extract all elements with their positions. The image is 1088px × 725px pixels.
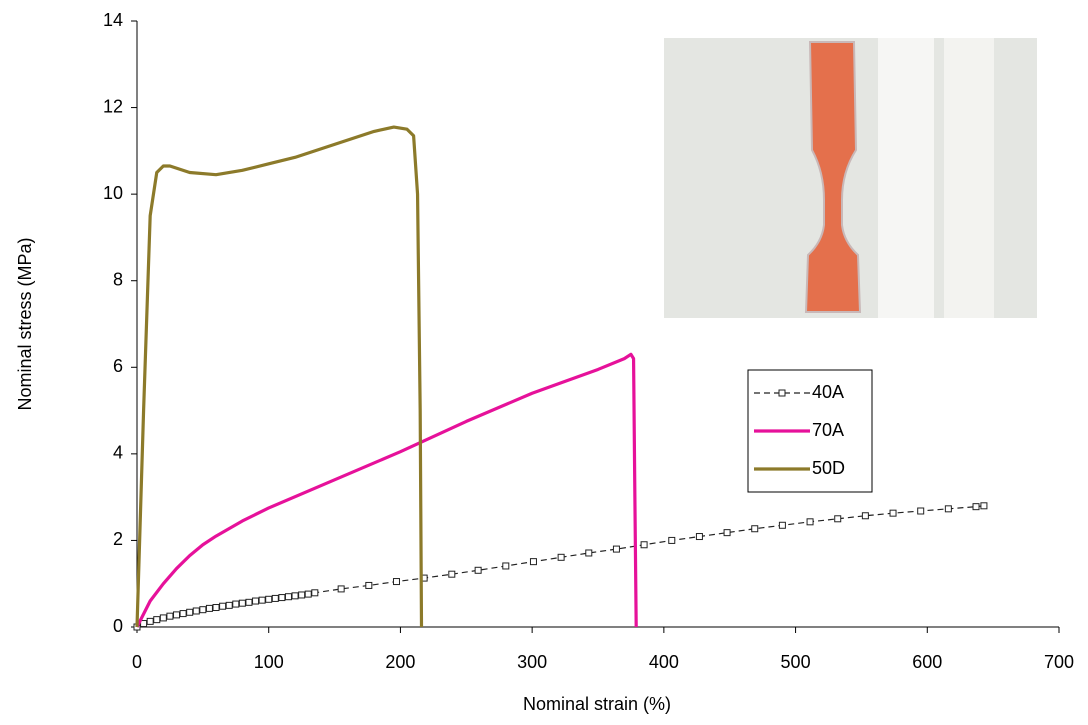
data-point (192, 607, 200, 615)
y-axis-label: Nominal stress (MPa) (15, 237, 35, 410)
y-tick-label: 14 (103, 10, 123, 30)
legend-label: 50D (812, 458, 845, 478)
data-point (271, 594, 279, 602)
data-point (298, 591, 306, 599)
data-point (179, 610, 187, 618)
data-point (474, 566, 482, 574)
data-point (972, 503, 980, 511)
data-point (140, 620, 148, 628)
data-point (284, 593, 292, 601)
series-line (136, 505, 984, 628)
data-point (778, 521, 786, 529)
y-tick-label: 4 (113, 443, 123, 463)
x-tick-label: 600 (912, 652, 942, 672)
data-point (225, 601, 233, 609)
data-point (199, 606, 207, 614)
data-point (917, 507, 925, 515)
data-point (159, 614, 167, 622)
y-tick-label: 6 (113, 356, 123, 376)
data-point (278, 594, 286, 602)
data-point (205, 604, 213, 612)
data-point (640, 541, 648, 549)
data-point (861, 512, 869, 520)
series-line (135, 352, 638, 628)
data-point (212, 604, 220, 612)
x-axis-label: Nominal strain (%) (523, 694, 671, 714)
data-point (612, 545, 620, 553)
data-point (695, 533, 703, 541)
data-point (166, 612, 174, 620)
y-tick-label: 2 (113, 529, 123, 549)
x-tick-label: 200 (385, 652, 415, 672)
data-point (291, 592, 299, 600)
data-point (806, 518, 814, 526)
data-point (311, 589, 319, 597)
data-point (557, 553, 565, 561)
data-point (889, 509, 897, 517)
data-point (265, 595, 273, 603)
data-point (173, 611, 181, 619)
data-point (365, 581, 373, 589)
legend-marker (778, 389, 786, 397)
x-tick-label: 400 (649, 652, 679, 672)
ruler (944, 38, 994, 318)
data-point (219, 602, 227, 610)
y-tick-label: 10 (103, 183, 123, 203)
data-point (944, 505, 952, 513)
data-point (834, 515, 842, 523)
data-point (238, 599, 246, 607)
series-line (135, 125, 424, 628)
x-tick-label: 0 (132, 652, 142, 672)
data-point (392, 578, 400, 586)
legend-label: 70A (812, 420, 844, 440)
data-point (304, 590, 312, 598)
data-point (232, 600, 240, 608)
data-point (668, 536, 676, 544)
data-point (186, 608, 194, 616)
y-tick-label: 8 (113, 269, 123, 289)
data-point (146, 617, 154, 625)
data-point (723, 529, 731, 537)
x-tick-label: 500 (781, 652, 811, 672)
y-tick-label: 0 (113, 616, 123, 636)
inset-photo (664, 38, 1037, 318)
data-point (153, 616, 161, 624)
y-tick-label: 12 (103, 96, 123, 116)
data-point (529, 558, 537, 566)
data-point (258, 596, 266, 604)
data-point (448, 570, 456, 578)
specimen (804, 41, 862, 313)
legend-label: 40A (812, 382, 844, 402)
data-point (585, 549, 593, 557)
x-tick-label: 700 (1044, 652, 1074, 672)
data-point (337, 585, 345, 593)
x-tick-label: 100 (254, 652, 284, 672)
x-tick-label: 300 (517, 652, 547, 672)
ruler (878, 38, 934, 318)
data-point (751, 525, 759, 533)
data-point (252, 597, 260, 605)
data-point (502, 562, 510, 570)
data-point (245, 598, 253, 606)
data-point (980, 502, 988, 510)
